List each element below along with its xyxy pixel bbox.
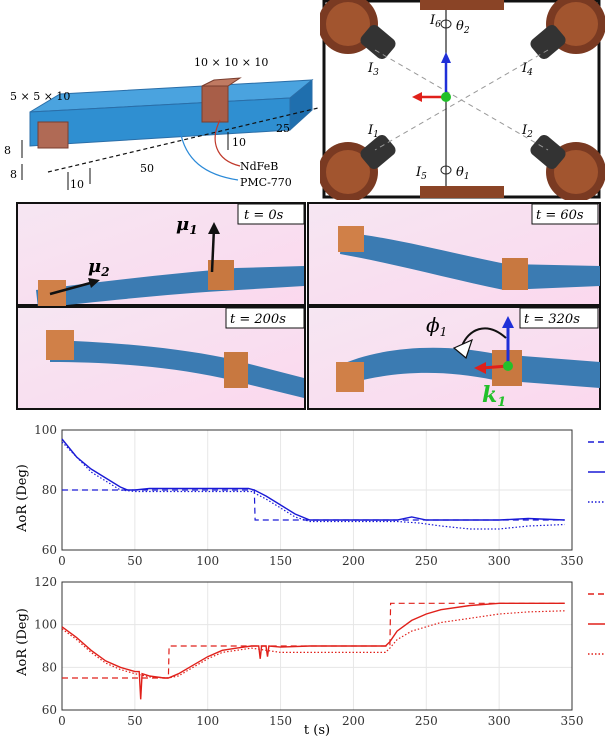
chart2-xtick-4: 200 <box>342 714 365 728</box>
chart1-xtick-0: 0 <box>58 554 66 568</box>
chart2-series-2 <box>61 610 565 679</box>
frame-t320: ϕ1 k1 t = 320s <box>307 306 601 410</box>
coil-label-i3: I3 <box>367 61 379 78</box>
frame-t200-label: t = 200s <box>230 312 286 327</box>
chart2-ytick-1: 80 <box>42 660 57 674</box>
coil-setup-photo: I6 θ2 I3 I4 I1 I2 I5 θ1 <box>320 0 605 200</box>
coil-label-i2: I2 <box>521 123 533 140</box>
coil-top-right <box>530 0 605 60</box>
frame-t320-label: t = 320s <box>524 312 580 327</box>
chart1-ytick-0: 60 <box>42 543 57 557</box>
mu1-label: μ1 <box>176 214 198 237</box>
chart1-ytick-1: 80 <box>42 483 57 497</box>
frame-t200: t = 200s <box>16 306 306 410</box>
dim-25-label: 25 <box>276 122 290 135</box>
k1-label: k1 <box>482 382 506 410</box>
dim-small-label: 5 × 5 × 10 <box>10 90 70 103</box>
theta2-label: θ2 <box>456 19 470 36</box>
chart2-xlabel: t (s) <box>304 723 330 738</box>
magnet-label: NdFeB <box>240 160 278 173</box>
chart2-ylabel: AoR (Deg) <box>15 608 30 677</box>
dim-10b-label: 10 <box>232 136 246 149</box>
frame-t60-label: t = 60s <box>536 208 584 223</box>
chart1-series-0 <box>62 489 565 521</box>
dim-50-label: 50 <box>140 162 154 175</box>
dim-8b-label: 8 <box>10 168 17 181</box>
chart1-series-1 <box>61 438 565 521</box>
chart-phi1: 0501001502002503003506080100ϕd1ϕ1ϕt1 AoR… <box>15 423 605 568</box>
chart2-xtick-0: 0 <box>58 714 66 728</box>
coil-label-i4: I4 <box>521 61 533 78</box>
chart2-xtick-3: 150 <box>269 714 292 728</box>
chart1-xtick-1: 50 <box>127 554 142 568</box>
frame-t0: μ2 μ1 t = 0s <box>16 202 306 308</box>
chart2-series-1 <box>61 602 565 700</box>
chart1-xtick-6: 300 <box>488 554 511 568</box>
chart2-xtick-2: 100 <box>196 714 219 728</box>
dim-large-label: 10 × 10 × 10 <box>194 56 268 69</box>
frame-t60: t = 60s <box>307 202 601 306</box>
chart2-axes-box <box>61 581 573 711</box>
frame-grid: μ2 μ1 t = 0s t = 60s t = 200s ϕ1 k1 <box>16 202 601 410</box>
chart2-ytick-3: 120 <box>34 575 57 589</box>
frame-t0-label: t = 0s <box>244 208 284 223</box>
chart1-xtick-5: 250 <box>415 554 438 568</box>
beam-schematic: 5 × 5 × 10 10 × 10 × 10 8 8 10 50 10 25 … <box>4 56 318 191</box>
chart2-xtick-6: 300 <box>488 714 511 728</box>
chart2-xtick-7: 350 <box>561 714 584 728</box>
chart1-ylabel: AoR (Deg) <box>15 464 30 533</box>
coil-label-i1: I1 <box>367 123 379 140</box>
dim-8a-label: 8 <box>4 144 11 157</box>
chart-phi2: 0501001502002503003506080100120ϕd2ϕ2ϕt2 … <box>15 575 605 738</box>
chart2-xtick-5: 250 <box>415 714 438 728</box>
chart2-ytick-0: 60 <box>42 703 57 717</box>
coil-bottom-right <box>530 134 605 200</box>
chart1-ytick-2: 100 <box>34 423 57 437</box>
dim-10a-label: 10 <box>70 178 84 191</box>
chart2-xtick-1: 50 <box>127 714 142 728</box>
chart1-xtick-4: 200 <box>342 554 365 568</box>
chart1-xtick-7: 350 <box>561 554 584 568</box>
coil-label-i5: I5 <box>415 165 427 182</box>
theta1-label: θ1 <box>456 165 470 182</box>
chart2-ytick-2: 100 <box>34 618 57 632</box>
chart2-series-0 <box>62 602 565 679</box>
chart1-xtick-2: 100 <box>196 554 219 568</box>
polymer-label: PMC-770 <box>240 176 292 189</box>
coil-top-left <box>320 0 396 60</box>
coil-bottom-left <box>320 134 396 200</box>
coil-label-i6: I6 <box>429 13 441 30</box>
phi1-label: ϕ1 <box>426 313 447 339</box>
chart1-xtick-3: 150 <box>269 554 292 568</box>
chart1-series-2 <box>61 441 565 530</box>
mu2-label: μ2 <box>88 256 110 279</box>
